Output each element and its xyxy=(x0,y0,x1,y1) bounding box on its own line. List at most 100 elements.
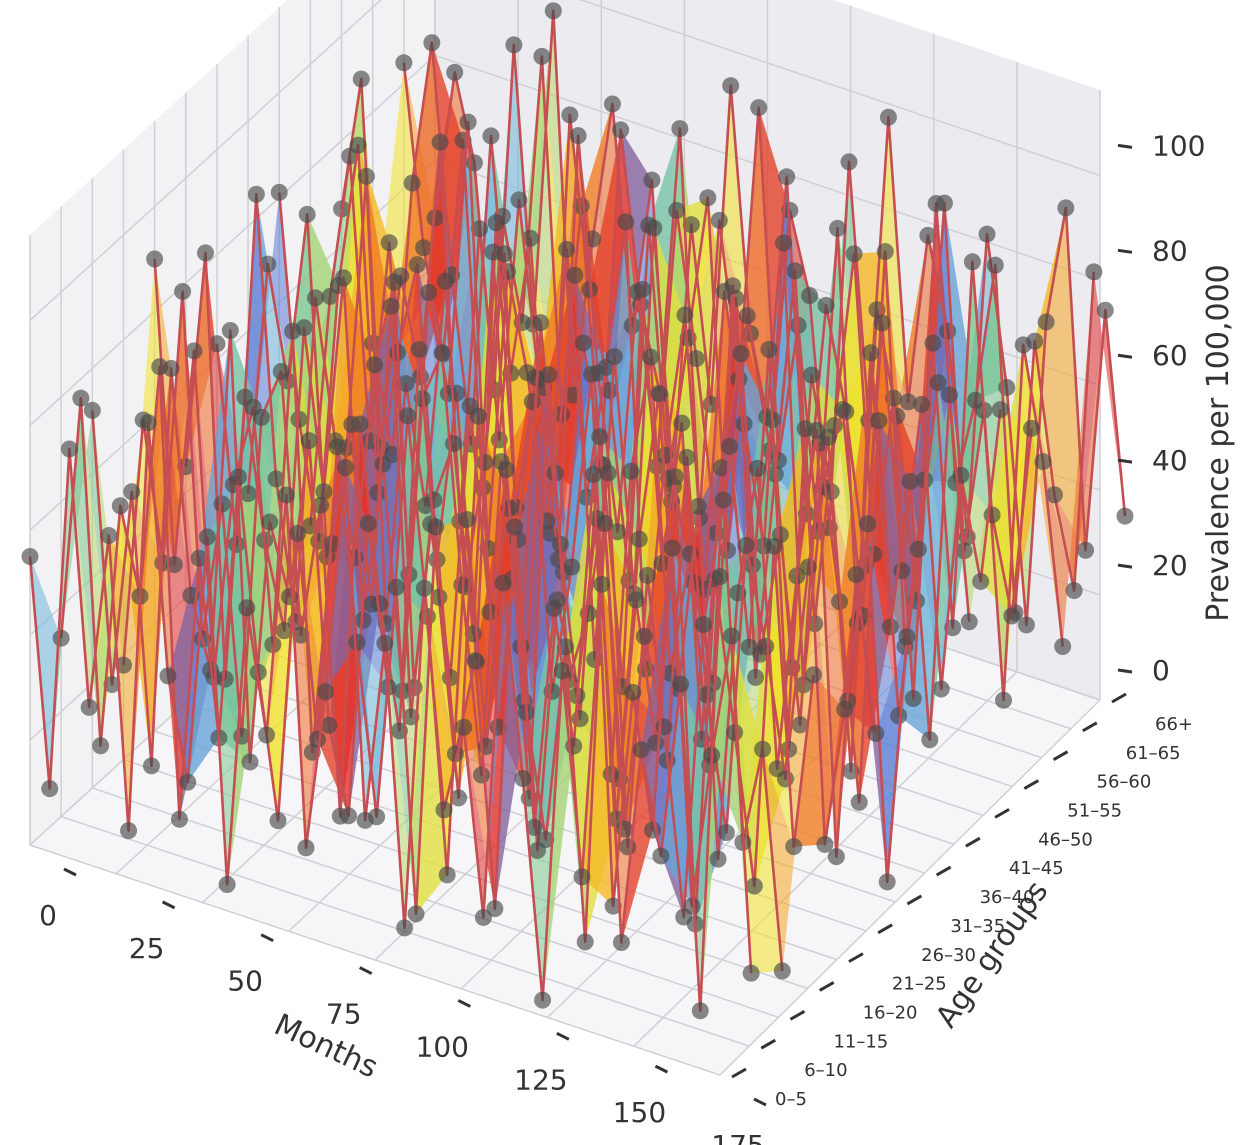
data-point xyxy=(1065,581,1083,599)
data-point xyxy=(258,726,276,744)
series-fill-patch xyxy=(1034,207,1086,551)
data-point xyxy=(537,831,555,849)
data-point xyxy=(941,386,959,404)
data-point xyxy=(438,866,456,884)
series-fill-patch xyxy=(463,527,515,918)
data-point xyxy=(190,549,208,567)
series-fill-patch xyxy=(69,448,121,746)
data-point xyxy=(748,459,766,477)
data-point xyxy=(623,317,641,335)
y-tick-label: 56–60 xyxy=(1097,772,1152,793)
y-tick xyxy=(818,981,835,992)
data-point xyxy=(698,686,716,704)
data-point xyxy=(909,540,927,558)
data-point xyxy=(558,240,576,258)
data-point xyxy=(742,964,760,982)
x-tick-label: 150 xyxy=(613,1096,666,1129)
z-tick xyxy=(1117,563,1133,569)
data-point xyxy=(469,407,487,425)
data-point xyxy=(750,99,768,117)
data-point xyxy=(336,459,354,477)
data-point xyxy=(644,821,662,839)
series-line xyxy=(184,251,878,861)
data-point xyxy=(114,656,132,674)
series-lines xyxy=(21,2,1134,1020)
data-point xyxy=(420,284,438,302)
data-point xyxy=(899,393,917,411)
data-point xyxy=(722,627,740,645)
data-point xyxy=(300,432,318,450)
x-tick xyxy=(260,933,274,943)
data-point xyxy=(425,491,443,509)
data-point xyxy=(466,652,484,670)
data-point xyxy=(635,627,653,645)
y-tick xyxy=(760,1038,776,1050)
data-point xyxy=(672,675,690,693)
y-tick-label: 6–10 xyxy=(804,1060,847,1081)
data-point xyxy=(308,730,326,748)
series-line xyxy=(402,55,1096,625)
data-point xyxy=(671,120,689,138)
data-point xyxy=(415,239,433,257)
data-point xyxy=(932,680,950,698)
data-point xyxy=(1017,616,1035,634)
y-tick-label: 36–40 xyxy=(980,887,1035,908)
data-point xyxy=(563,558,581,576)
data-point xyxy=(198,528,216,546)
x-tick-label: 175 xyxy=(711,1129,764,1145)
data-point xyxy=(711,568,729,586)
data-point xyxy=(159,667,177,685)
data-point xyxy=(269,812,287,830)
data-point xyxy=(249,663,267,681)
x-tick-label: 25 xyxy=(129,932,165,965)
data-point xyxy=(267,470,285,488)
data-point xyxy=(455,718,473,736)
data-point xyxy=(661,664,679,682)
y-tick xyxy=(1023,779,1040,790)
series-fill-patch xyxy=(731,636,783,974)
data-point xyxy=(647,734,665,752)
data-point xyxy=(939,322,957,340)
series-fill-patch xyxy=(356,415,408,817)
data-point xyxy=(52,629,70,647)
z-tick xyxy=(1117,458,1133,464)
data-point xyxy=(694,616,712,634)
y-tick xyxy=(935,865,952,877)
series-fill-patch xyxy=(1054,310,1106,591)
data-point xyxy=(486,900,504,918)
data-point xyxy=(252,408,270,426)
series-group xyxy=(21,414,729,1020)
data-point xyxy=(740,638,758,656)
z-tick xyxy=(1117,668,1133,674)
data-point xyxy=(878,873,896,891)
data-point xyxy=(545,599,563,617)
data-point xyxy=(348,633,366,651)
data-point xyxy=(312,496,330,514)
data-point xyxy=(847,566,865,584)
data-point xyxy=(574,334,592,352)
data-point xyxy=(328,438,346,456)
data-point xyxy=(599,464,617,482)
data-point xyxy=(92,737,110,755)
y-tick xyxy=(1082,721,1098,733)
data-point xyxy=(484,243,502,261)
series-fill-patch xyxy=(89,505,141,708)
data-point xyxy=(712,459,730,477)
data-point xyxy=(650,385,668,403)
y-tick-label: 11–15 xyxy=(833,1031,888,1052)
data-point xyxy=(710,211,728,229)
x-tick xyxy=(556,1031,570,1041)
data-point xyxy=(380,234,398,252)
grid-line-x xyxy=(719,699,1101,1076)
data-point xyxy=(275,622,293,640)
data-point xyxy=(540,366,558,384)
data-point xyxy=(259,255,277,273)
z-tick-label: 80 xyxy=(1152,234,1188,267)
y-tick-label: 0–5 xyxy=(775,1089,807,1110)
data-point xyxy=(433,344,451,362)
data-point xyxy=(717,824,735,842)
data-point xyxy=(668,201,686,219)
data-point xyxy=(829,219,847,237)
data-point xyxy=(604,897,622,915)
